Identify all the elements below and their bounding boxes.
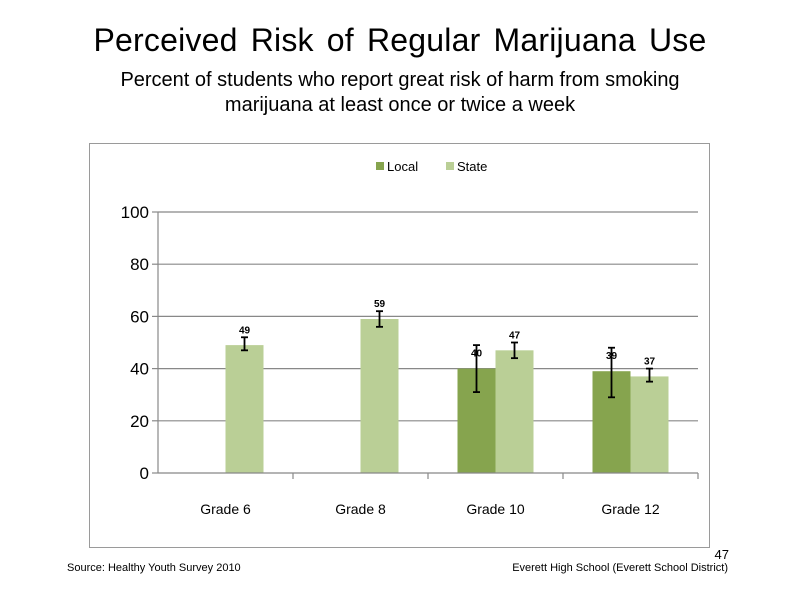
x-category-label: Grade 12 — [601, 501, 660, 517]
page-number: 47 — [714, 547, 729, 562]
y-tick-label: 60 — [130, 307, 149, 326]
data-label: 49 — [239, 325, 251, 336]
chart-subtitle: Percent of students who report great ris… — [120, 69, 680, 116]
y-tick-label: 0 — [140, 464, 149, 483]
x-category-label: Grade 10 — [466, 501, 525, 517]
source-note: Source: Healthy Youth Survey 2010 — [67, 562, 241, 574]
legend-label-state: State — [457, 159, 487, 174]
error-bars — [241, 310, 653, 399]
bar-state — [225, 345, 264, 473]
chart-frame: 49 59 40 47 39 37 0 20 40 60 80 100 Grade 6 Grade 8 G… — [89, 143, 710, 548]
legend-swatch-state — [446, 162, 454, 170]
y-tick-label: 100 — [121, 203, 149, 222]
axes: 0 20 40 60 80 100 Grade 6 Grade 8 Grade 10 Grade … — [121, 203, 699, 517]
legend: Local State — [376, 159, 487, 174]
data-label: 40 — [471, 349, 483, 360]
data-label: 37 — [644, 357, 656, 368]
bar-state — [360, 319, 399, 473]
legend-label-local: Local — [387, 159, 418, 174]
data-labels: 49 59 40 47 39 37 — [239, 299, 656, 367]
bars — [225, 319, 669, 473]
data-label: 47 — [509, 331, 521, 342]
data-label: 59 — [374, 299, 386, 310]
bar-chart: 49 59 40 47 39 37 0 20 40 60 80 100 Grade 6 Grade 8 G… — [121, 159, 699, 517]
legend-swatch-local — [376, 162, 384, 170]
bar-state — [495, 350, 534, 473]
x-category-label: Grade 6 — [200, 501, 251, 517]
chart-title: Perceived Risk of Regular Marijuana Use — [93, 22, 707, 58]
bar-state — [630, 376, 669, 473]
y-tick-label: 20 — [130, 412, 149, 431]
school-name: Everett High School (Everett School Dist… — [512, 562, 728, 574]
x-category-label: Grade 8 — [335, 501, 386, 517]
y-tick-label: 40 — [130, 360, 149, 379]
data-label: 39 — [606, 351, 618, 362]
y-tick-label: 80 — [130, 255, 149, 274]
